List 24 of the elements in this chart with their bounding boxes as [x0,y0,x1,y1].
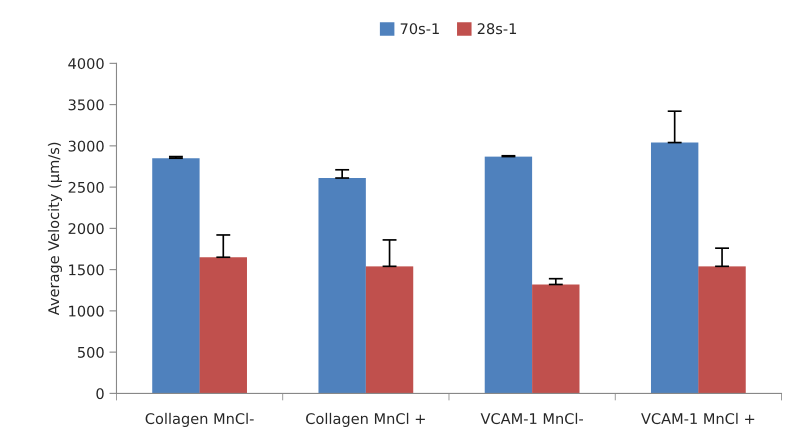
x-tick-label: VCAM-1 MnCl- [480,412,584,424]
y-tick-label: 500 [78,346,104,358]
x-tick-label: Collagen MnCl + [306,412,425,427]
y-tick-label: 3500 [68,99,104,110]
bar [366,266,414,394]
y-tick-label: 2000 [68,223,104,234]
bar [318,178,366,394]
x-tick-label: VCAM-1 MnCl + [641,412,754,424]
y-tick-label: 4000 [68,58,104,70]
bar [200,257,247,394]
y-tick-label: 2500 [68,182,104,193]
bar [532,284,580,394]
y-tick-label: 1500 [69,264,104,276]
y-tick-label: 1000 [69,306,104,317]
y-tick-label: 3000 [68,140,104,152]
y-tick-label: 0 [96,388,104,400]
bar [650,142,698,394]
bar [698,266,746,394]
x-tick-label: Collagen MnCl- [146,412,254,427]
y-axis-title: Average Velocity (µm/s) [48,142,62,316]
bar [152,158,200,394]
bar [484,156,532,394]
legend-label: 70s-1 [400,23,439,34]
legend-label: 28s-1 [478,23,516,34]
